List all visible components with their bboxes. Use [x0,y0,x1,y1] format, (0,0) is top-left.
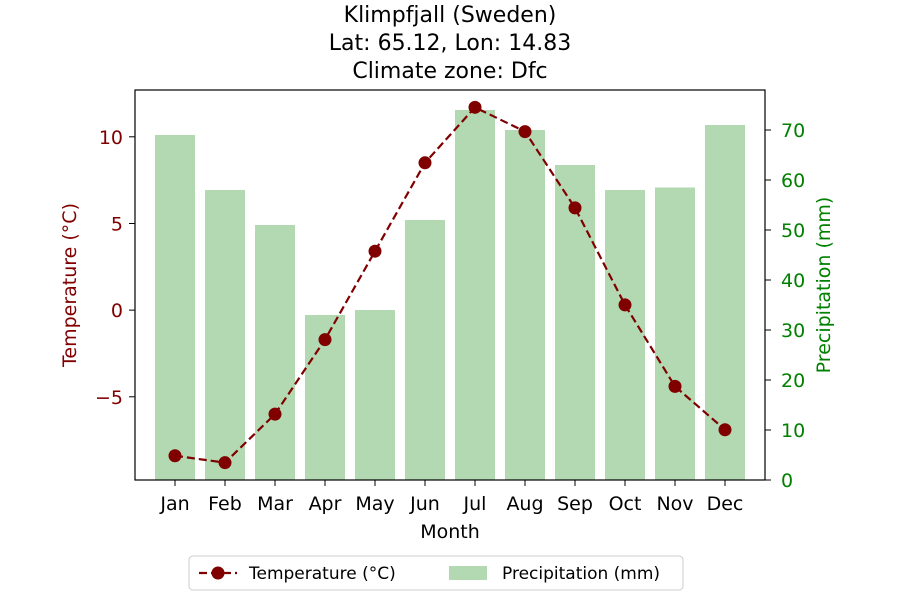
temperature-point-jun [418,156,432,170]
y-right-axis-label: Precipitation (mm) [813,197,835,374]
temperature-point-feb [218,456,232,470]
plot-frame [134,89,766,481]
y-axis-right: 0 10 20 30 40 50 60 70 Precipitation (mm) [765,120,835,492]
x-tick-label: Jul [463,493,487,515]
precipitation-bar-jun [405,220,445,480]
y-left-tick-label: −5 [95,387,123,409]
temperature-series-line [174,105,726,464]
precipitation-bar-jan [155,135,195,480]
y-left-tick-label: 0 [111,300,123,322]
y-left-axis-label: Temperature (°C) [59,203,81,368]
temperature-point-mar [268,407,282,421]
y-left-tick-label: 5 [111,213,123,235]
legend-box [188,555,684,591]
temperature-point-dec [718,423,732,437]
temperature-point-jan [168,449,182,463]
x-axis: Jan Feb Mar Apr May Jun Jul Aug Sep Oct Nov Dec Mont… [159,480,743,543]
precipitation-bar-mar [255,225,295,480]
y-right-tick-label: 40 [781,270,805,292]
x-tick-label: Aug [506,493,543,515]
temperature-point-apr [318,333,332,347]
legend: Temperature (°C) Precipitation (mm) [188,555,684,591]
precipitation-bar-oct [605,190,645,480]
y-right-tick-label: 70 [781,120,805,142]
precipitation-bar-aug [505,130,545,480]
y-right-tick-label: 10 [781,420,805,442]
y-right-tick-label: 60 [781,170,805,192]
chart-title-line: Klimpfjall (Sweden) [344,3,557,28]
x-tick-label: Dec [707,493,744,515]
y-right-tick-label: 50 [781,220,805,242]
x-tick-label: Jan [159,493,189,515]
temperature-point-may [368,244,382,258]
x-tick-label: Sep [557,493,593,515]
legend-temperature-marker [211,566,225,580]
x-tick-label: Feb [208,493,242,515]
precipitation-bar-nov [655,187,695,480]
precipitation-bar-may [355,310,395,480]
x-tick-label: Nov [656,493,693,515]
y-right-tick-label: 20 [781,370,805,392]
x-axis-label: Month [420,521,480,543]
temperature-point-aug [518,125,532,139]
plot-border [134,89,766,481]
chart-title-line: Lat: 65.12, Lon: 14.83 [329,31,571,56]
x-tick-label: May [355,493,394,515]
temperature-point-nov [668,379,682,393]
legend-temperature-label: Temperature (°C) [248,564,396,584]
x-tick-label: Jun [409,493,440,515]
x-tick-label: Apr [309,493,342,515]
temperature-point-oct [618,298,632,312]
legend-precipitation-label: Precipitation (mm) [502,564,660,584]
precipitation-bar-sep [555,165,595,480]
precipitation-bar-dec [705,125,745,480]
y-right-tick-label: 30 [781,320,805,342]
x-tick-label: Mar [257,493,293,515]
y-right-tick-label: 0 [781,470,793,492]
precipitation-bar-jul [455,110,495,480]
precipitation-bars [155,110,745,480]
y-left-tick-label: 10 [99,127,123,149]
temperature-point-jul [468,100,482,114]
legend-precipitation-swatch [449,566,487,580]
x-tick-label: Oct [609,493,642,515]
chart-title: Klimpfjall (Sweden) Lat: 65.12, Lon: 14.8… [329,3,571,84]
chart-title-line: Climate zone: Dfc [352,59,547,84]
temperature-point-sep [568,201,582,215]
y-axis-left: −5 0 5 10 Temperature (°C) [59,127,135,409]
temperature-line [168,100,732,470]
precipitation-bar-feb [205,190,245,480]
